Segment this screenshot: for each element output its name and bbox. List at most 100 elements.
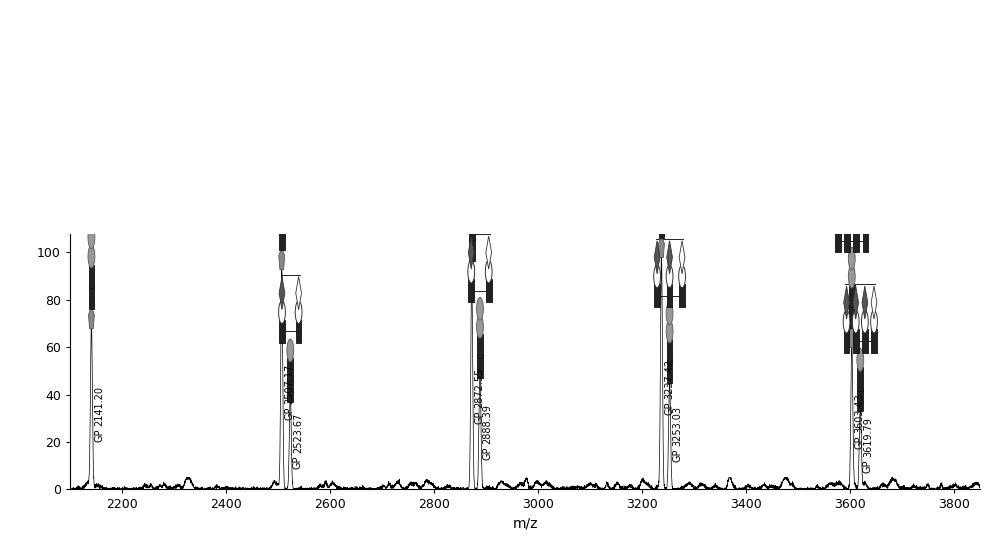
Ellipse shape (658, 120, 665, 143)
Bar (460, 162, 466, 186)
Text: GP: GP (854, 436, 864, 449)
Text: 2872.55: 2872.55 (474, 368, 484, 408)
Ellipse shape (279, 301, 285, 324)
Polygon shape (835, 186, 841, 219)
Polygon shape (646, 96, 652, 129)
Ellipse shape (468, 260, 475, 283)
Text: 2888.39: 2888.39 (483, 404, 493, 444)
Ellipse shape (671, 120, 677, 143)
Ellipse shape (666, 265, 673, 288)
Bar (477, 354, 483, 378)
Text: GP: GP (293, 456, 303, 469)
Polygon shape (862, 286, 868, 319)
Bar (270, 151, 276, 174)
Text: 3619.79: 3619.79 (863, 417, 873, 457)
Ellipse shape (287, 339, 294, 362)
Polygon shape (97, 161, 103, 195)
Polygon shape (270, 108, 276, 141)
Polygon shape (296, 276, 301, 310)
Bar (486, 279, 492, 302)
Ellipse shape (468, 199, 475, 222)
Ellipse shape (270, 132, 276, 155)
Polygon shape (871, 286, 877, 319)
Ellipse shape (477, 297, 483, 320)
Bar (849, 284, 855, 307)
Bar (279, 206, 285, 229)
Ellipse shape (485, 260, 492, 283)
Bar (654, 284, 660, 307)
Bar (849, 304, 855, 327)
Ellipse shape (287, 132, 294, 155)
Ellipse shape (843, 310, 850, 333)
Bar (287, 378, 293, 401)
Bar (835, 229, 841, 252)
Polygon shape (279, 276, 285, 310)
Ellipse shape (295, 301, 302, 324)
Ellipse shape (844, 210, 851, 233)
Bar (279, 320, 285, 343)
Bar (80, 206, 86, 230)
Text: GP: GP (672, 449, 682, 462)
Ellipse shape (646, 120, 652, 143)
Bar (89, 285, 94, 309)
Ellipse shape (835, 210, 841, 233)
Bar (857, 368, 863, 391)
Ellipse shape (278, 187, 285, 210)
Polygon shape (853, 186, 859, 219)
Bar (89, 265, 94, 289)
Polygon shape (853, 286, 859, 319)
Text: GP: GP (94, 429, 104, 442)
Bar (679, 284, 685, 307)
Polygon shape (659, 96, 664, 129)
Polygon shape (671, 96, 677, 129)
Text: 3237.42: 3237.42 (664, 359, 674, 399)
Polygon shape (486, 236, 492, 269)
Bar (469, 238, 475, 261)
Polygon shape (88, 306, 94, 329)
Ellipse shape (658, 157, 665, 180)
Text: GP: GP (863, 459, 873, 473)
Bar (287, 358, 293, 381)
Text: 2507.17: 2507.17 (284, 364, 294, 404)
Ellipse shape (853, 210, 860, 233)
Bar (279, 226, 285, 250)
Bar (857, 388, 863, 411)
Ellipse shape (852, 310, 859, 333)
Bar (659, 139, 664, 162)
Text: GP: GP (474, 411, 484, 424)
Ellipse shape (278, 169, 285, 192)
Polygon shape (468, 236, 474, 269)
Polygon shape (658, 235, 664, 257)
Bar (288, 151, 293, 174)
Polygon shape (279, 247, 285, 270)
Text: GP: GP (664, 401, 674, 415)
Polygon shape (679, 241, 685, 274)
Polygon shape (80, 161, 86, 195)
Bar (667, 339, 672, 363)
Polygon shape (844, 186, 850, 219)
Polygon shape (288, 108, 293, 141)
Ellipse shape (666, 320, 673, 343)
Bar (468, 279, 474, 302)
Ellipse shape (477, 315, 483, 338)
Polygon shape (460, 120, 466, 152)
Bar (871, 329, 877, 353)
Bar (296, 320, 301, 343)
Polygon shape (863, 186, 868, 219)
Bar (844, 229, 850, 252)
Polygon shape (654, 241, 660, 274)
Polygon shape (844, 286, 849, 319)
Bar (477, 334, 483, 358)
Text: GP: GP (483, 446, 493, 460)
Ellipse shape (88, 245, 95, 268)
Ellipse shape (460, 144, 466, 166)
Bar (863, 229, 868, 252)
Bar (853, 229, 859, 252)
Polygon shape (469, 259, 475, 281)
Ellipse shape (654, 265, 660, 288)
Text: 2523.67: 2523.67 (293, 413, 303, 453)
Text: GP: GP (284, 406, 294, 420)
Bar (667, 284, 672, 307)
Ellipse shape (871, 310, 877, 333)
Bar (97, 206, 103, 230)
